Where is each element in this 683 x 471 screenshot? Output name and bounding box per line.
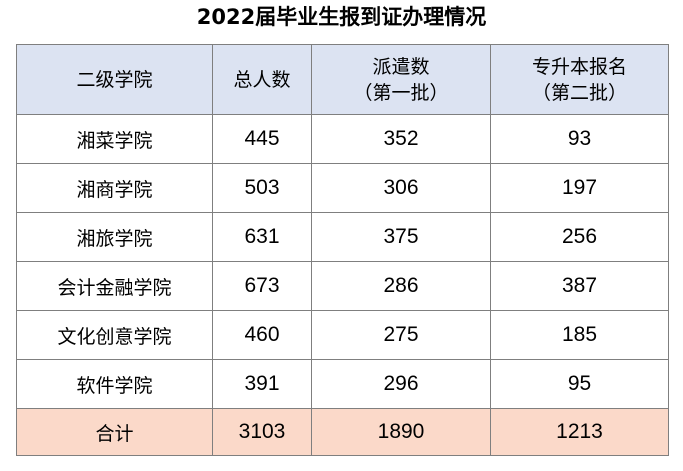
table-row: 湘菜学院 445 352 93 xyxy=(16,114,669,164)
total-dispatch: 1890 xyxy=(311,408,491,456)
table-row: 湘商学院 503 306 197 xyxy=(16,163,669,213)
cell-total: 460 xyxy=(212,310,312,360)
graduate-report-table: 二级学院 总人数 派遣数 （第一批） 专升本报名 （第二批） 湘菜学院 445 … xyxy=(16,44,669,456)
cell-upgrade: 185 xyxy=(490,310,669,360)
cell-upgrade: 197 xyxy=(490,163,669,213)
total-upgrade: 1213 xyxy=(490,408,669,456)
cell-upgrade: 93 xyxy=(490,114,669,164)
cell-total: 445 xyxy=(212,114,312,164)
cell-college: 湘商学院 xyxy=(16,163,213,213)
table-header-row: 二级学院 总人数 派遣数 （第一批） 专升本报名 （第二批） xyxy=(16,44,669,115)
cell-dispatch: 286 xyxy=(311,261,491,311)
header-dispatch-line2: （第一批） xyxy=(353,81,449,104)
page-title: 2022届毕业生报到证办理情况 xyxy=(196,5,487,29)
table-total-row: 合计 3103 1890 1213 xyxy=(16,408,669,456)
header-upgrade: 专升本报名 （第二批） xyxy=(490,44,669,115)
cell-upgrade: 95 xyxy=(490,359,669,409)
header-dispatch: 派遣数 （第一批） xyxy=(311,44,491,115)
cell-college: 文化创意学院 xyxy=(16,310,213,360)
cell-upgrade: 256 xyxy=(490,212,669,262)
cell-dispatch: 352 xyxy=(311,114,491,164)
table-row: 文化创意学院 460 275 185 xyxy=(16,310,669,360)
cell-college: 湘旅学院 xyxy=(16,212,213,262)
cell-dispatch: 375 xyxy=(311,212,491,262)
cell-total: 391 xyxy=(212,359,312,409)
cell-total: 673 xyxy=(212,261,312,311)
total-label: 合计 xyxy=(16,408,213,456)
table-row: 会计金融学院 673 286 387 xyxy=(16,261,669,311)
cell-college: 湘菜学院 xyxy=(16,114,213,164)
cell-dispatch: 306 xyxy=(311,163,491,213)
header-upgrade-line1: 专升本报名 xyxy=(531,55,627,78)
total-sum: 3103 xyxy=(212,408,312,456)
table-row: 软件学院 391 296 95 xyxy=(16,359,669,409)
cell-dispatch: 296 xyxy=(311,359,491,409)
cell-upgrade: 387 xyxy=(490,261,669,311)
cell-dispatch: 275 xyxy=(311,310,491,360)
cell-college: 会计金融学院 xyxy=(16,261,213,311)
header-dispatch-line1: 派遣数 xyxy=(372,55,430,78)
header-total: 总人数 xyxy=(212,44,312,115)
table-row: 湘旅学院 631 375 256 xyxy=(16,212,669,262)
cell-total: 503 xyxy=(212,163,312,213)
header-upgrade-line2: （第二批） xyxy=(531,81,627,104)
cell-college: 软件学院 xyxy=(16,359,213,409)
cell-total: 631 xyxy=(212,212,312,262)
header-college: 二级学院 xyxy=(16,44,213,115)
